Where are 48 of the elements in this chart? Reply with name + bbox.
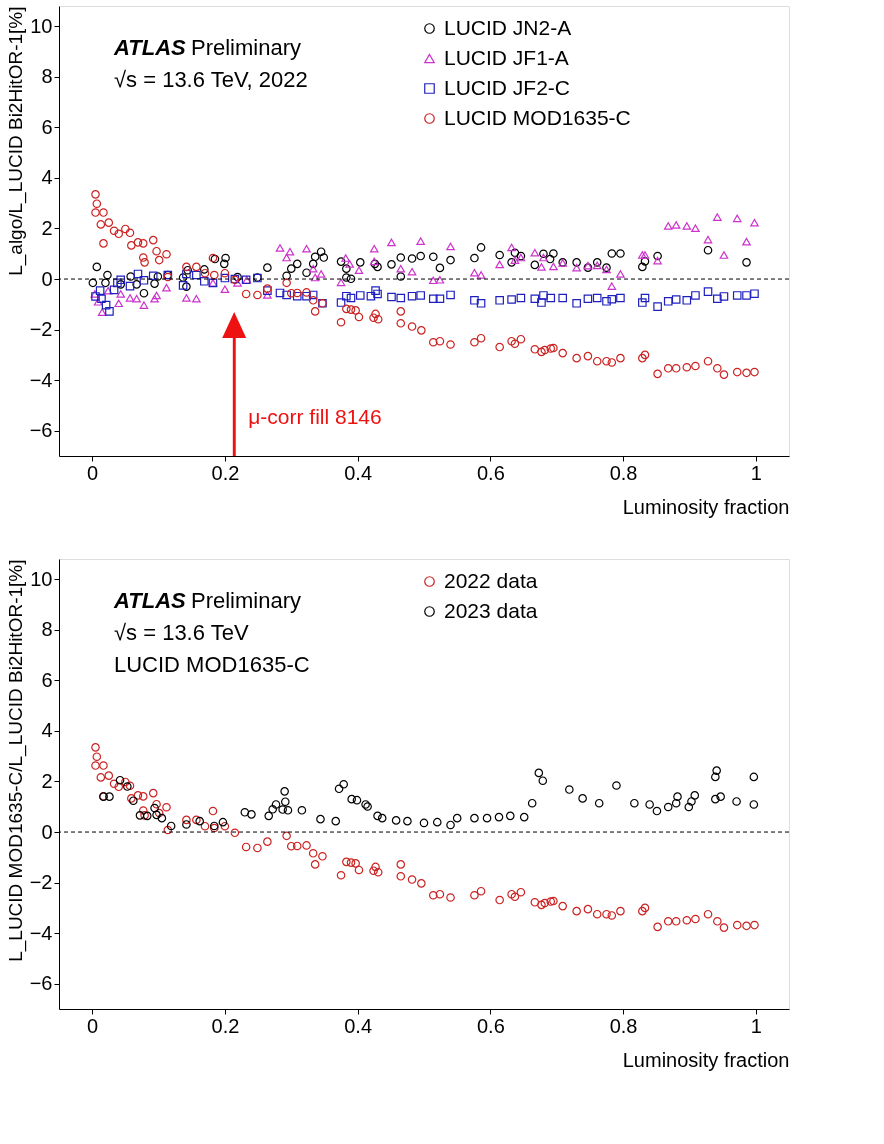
y-tick-label: −6 — [29, 972, 53, 995]
y-tick-label: 0 — [41, 820, 53, 843]
legend-label: LUCID JF1-A — [444, 45, 569, 69]
y-tick-label: 2 — [41, 216, 53, 239]
y-tick-label: 10 — [30, 567, 53, 590]
annotation: √s = 13.6 TeV, 2022 — [114, 67, 308, 92]
x-tick-label: 0 — [87, 461, 99, 484]
legend-label: 2023 data — [444, 598, 538, 622]
y-tick-label: 6 — [41, 668, 53, 691]
y-tick-label: −6 — [29, 419, 53, 442]
y-tick-label: 6 — [41, 115, 53, 138]
y-tick-label: −2 — [29, 318, 53, 341]
legend-label: LUCID JN2-A — [444, 15, 572, 39]
annotation: Preliminary — [191, 588, 302, 613]
y-tick-label: 4 — [41, 719, 53, 742]
x-tick-label: 0.6 — [476, 1014, 505, 1037]
x-axis-title: Luminosity fraction — [622, 495, 790, 518]
y-tick-label: 10 — [30, 14, 53, 37]
x-tick-label: 0.8 — [609, 461, 638, 484]
y-tick-label: −2 — [29, 871, 53, 894]
x-tick-label: 0.8 — [609, 1014, 638, 1037]
x-axis-title: Luminosity fraction — [622, 1048, 790, 1071]
x-tick-label: 0 — [87, 1014, 99, 1037]
x-tick-label: 1 — [750, 1014, 762, 1037]
annotation: ATLAS — [113, 588, 187, 613]
x-tick-label: 1 — [750, 461, 762, 484]
y-axis-title: L_algo/L_LUCID Bi2HitOR-1[%] — [4, 6, 27, 276]
annotation: √s = 13.6 TeV — [114, 620, 249, 645]
legend-label: LUCID MOD1635-C — [444, 105, 631, 129]
y-tick-label: 2 — [41, 769, 53, 792]
y-tick-label: 8 — [41, 618, 53, 641]
ref-line-label: μ-corr fill 8146 — [248, 405, 382, 428]
y-axis-title: L_LUCID MOD1635-C/L_LUCID Bi2HitOR-1[%] — [4, 559, 27, 962]
x-tick-label: 0.6 — [476, 461, 505, 484]
x-tick-label: 0.2 — [211, 1014, 240, 1037]
y-tick-label: −4 — [29, 921, 53, 944]
x-tick-label: 0.2 — [211, 461, 240, 484]
y-tick-label: 0 — [41, 267, 53, 290]
legend-label: 2022 data — [444, 568, 538, 592]
x-tick-label: 0.4 — [344, 461, 373, 484]
legend-label: LUCID JF2-C — [444, 75, 571, 99]
y-tick-label: −4 — [29, 368, 53, 391]
annotation: LUCID MOD1635-C — [114, 652, 310, 677]
annotation: ATLAS — [113, 35, 187, 60]
x-tick-label: 0.4 — [344, 1014, 373, 1037]
y-tick-label: 4 — [41, 166, 53, 189]
y-tick-label: 8 — [41, 65, 53, 88]
annotation: Preliminary — [191, 35, 302, 60]
